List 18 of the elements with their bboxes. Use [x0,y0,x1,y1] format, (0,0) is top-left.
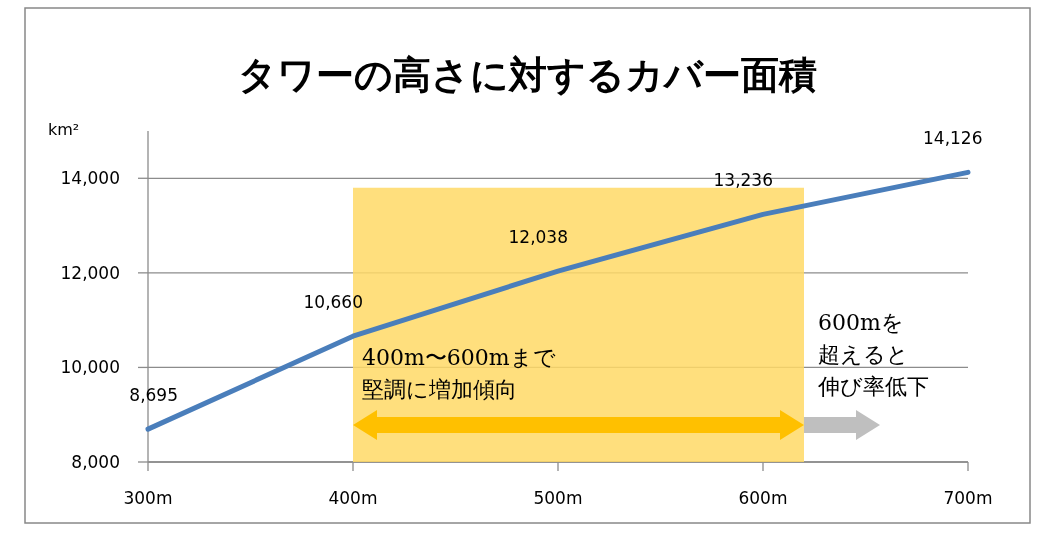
data-label: 10,660 [303,292,363,313]
y-tick-label: 10,000 [60,357,120,378]
data-label: 13,236 [713,170,773,191]
y-axis-title: km² [48,120,80,139]
x-tick-label: 300m [123,488,173,508]
annotation: 600mを超えると伸び率低下 [817,310,929,399]
x-tick-label: 400m [328,488,378,508]
y-tick-label: 14,000 [60,168,120,189]
y-tick-label: 8,000 [71,452,120,472]
annotation: 400m〜600mまで堅調に増加傾向 [362,345,556,402]
x-tick-label: 700m [943,488,993,508]
x-tick-label: 500m [533,488,583,508]
data-label: 14,126 [923,128,983,149]
y-tick-label: 12,000 [60,262,120,283]
data-label: 12,038 [508,227,568,248]
data-label: 8,695 [129,385,178,406]
chart-title: タワーの高さに対するカバー面積 [237,53,817,97]
x-tick-label: 600m [738,488,788,508]
